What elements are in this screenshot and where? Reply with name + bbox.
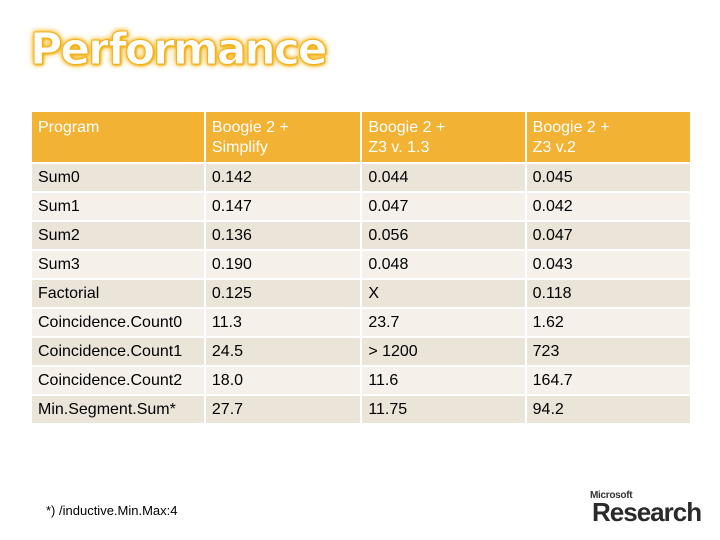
cell-simplify: 0.142 [205,164,361,191]
cell-z3-v13: > 1200 [362,338,525,365]
cell-z3-v2: 0.043 [526,251,690,278]
table-header-row: Program Boogie 2 + Simplify Boogie 2 + Z… [32,112,690,162]
cell-z3-v13: 0.047 [362,193,525,220]
cell-z3-v13: 0.044 [362,164,525,191]
cell-simplify: 18.0 [205,367,361,394]
header-boogie-z3-v2: Boogie 2 + Z3 v.2 [526,112,690,162]
cell-z3-v2: 94.2 [526,396,690,423]
logo-company: Microsoft [590,490,633,501]
table-row: Sum1 0.147 0.047 0.042 [32,193,690,220]
cell-simplify: 27.7 [205,396,361,423]
cell-z3-v2: 0.045 [526,164,690,191]
cell-program: Coincidence.Count2 [32,367,204,394]
cell-z3-v13: 11.6 [362,367,525,394]
table-row: Factorial 0.125 X 0.118 [32,280,690,307]
header-program: Program [32,112,204,162]
cell-z3-v13: 23.7 [362,309,525,336]
table-row: Sum0 0.142 0.044 0.045 [32,164,690,191]
header-line: Z3 v.2 [532,139,576,156]
logo-name: Research [592,497,702,527]
table-row: Min.Segment.Sum* 27.7 11.75 94.2 [32,396,690,423]
cell-z3-v13: X [362,280,525,307]
header-line: Simplify [211,139,268,156]
microsoft-research-logo: Microsoft Research [590,490,702,530]
cell-simplify: 11.3 [205,309,361,336]
header-boogie-z3-v13: Boogie 2 + Z3 v. 1.3 [362,112,525,162]
footnote: *) /inductive.Min.Max:4 [46,503,178,518]
cell-program: Sum2 [32,222,204,249]
table-row: Coincidence.Count0 11.3 23.7 1.62 [32,309,690,336]
cell-program: Coincidence.Count0 [32,309,204,336]
header-line: Program [38,119,100,136]
cell-z3-v13: 0.056 [362,222,525,249]
cell-z3-v2: 164.7 [526,367,690,394]
cell-program: Min.Segment.Sum* [32,396,204,423]
header-line: Z3 v. 1.3 [368,139,430,156]
header-line: Boogie 2 + [532,119,610,136]
cell-simplify: 0.147 [205,193,361,220]
cell-program: Coincidence.Count1 [32,338,204,365]
header-line: Boogie 2 + [211,119,289,136]
cell-z3-v2: 0.118 [526,280,690,307]
cell-simplify: 0.136 [205,222,361,249]
header-boogie-simplify: Boogie 2 + Simplify [205,112,361,162]
cell-z3-v13: 0.048 [362,251,525,278]
table-row: Coincidence.Count2 18.0 11.6 164.7 [32,367,690,394]
cell-simplify: 0.190 [205,251,361,278]
cell-simplify: 24.5 [205,338,361,365]
table-row: Coincidence.Count1 24.5 > 1200 723 [32,338,690,365]
cell-program: Sum1 [32,193,204,220]
cell-z3-v2: 1.62 [526,309,690,336]
cell-simplify: 0.125 [205,280,361,307]
header-line: Boogie 2 + [368,119,446,136]
cell-z3-v2: 0.042 [526,193,690,220]
cell-z3-v13: 11.75 [362,396,525,423]
page-title: Performance [30,24,329,76]
cell-program: Sum3 [32,251,204,278]
cell-z3-v2: 723 [526,338,690,365]
table-row: Sum2 0.136 0.056 0.047 [32,222,690,249]
table-row: Sum3 0.190 0.048 0.043 [32,251,690,278]
cell-program: Factorial [32,280,204,307]
performance-table: Program Boogie 2 + Simplify Boogie 2 + Z… [30,110,692,425]
cell-z3-v2: 0.047 [526,222,690,249]
cell-program: Sum0 [32,164,204,191]
